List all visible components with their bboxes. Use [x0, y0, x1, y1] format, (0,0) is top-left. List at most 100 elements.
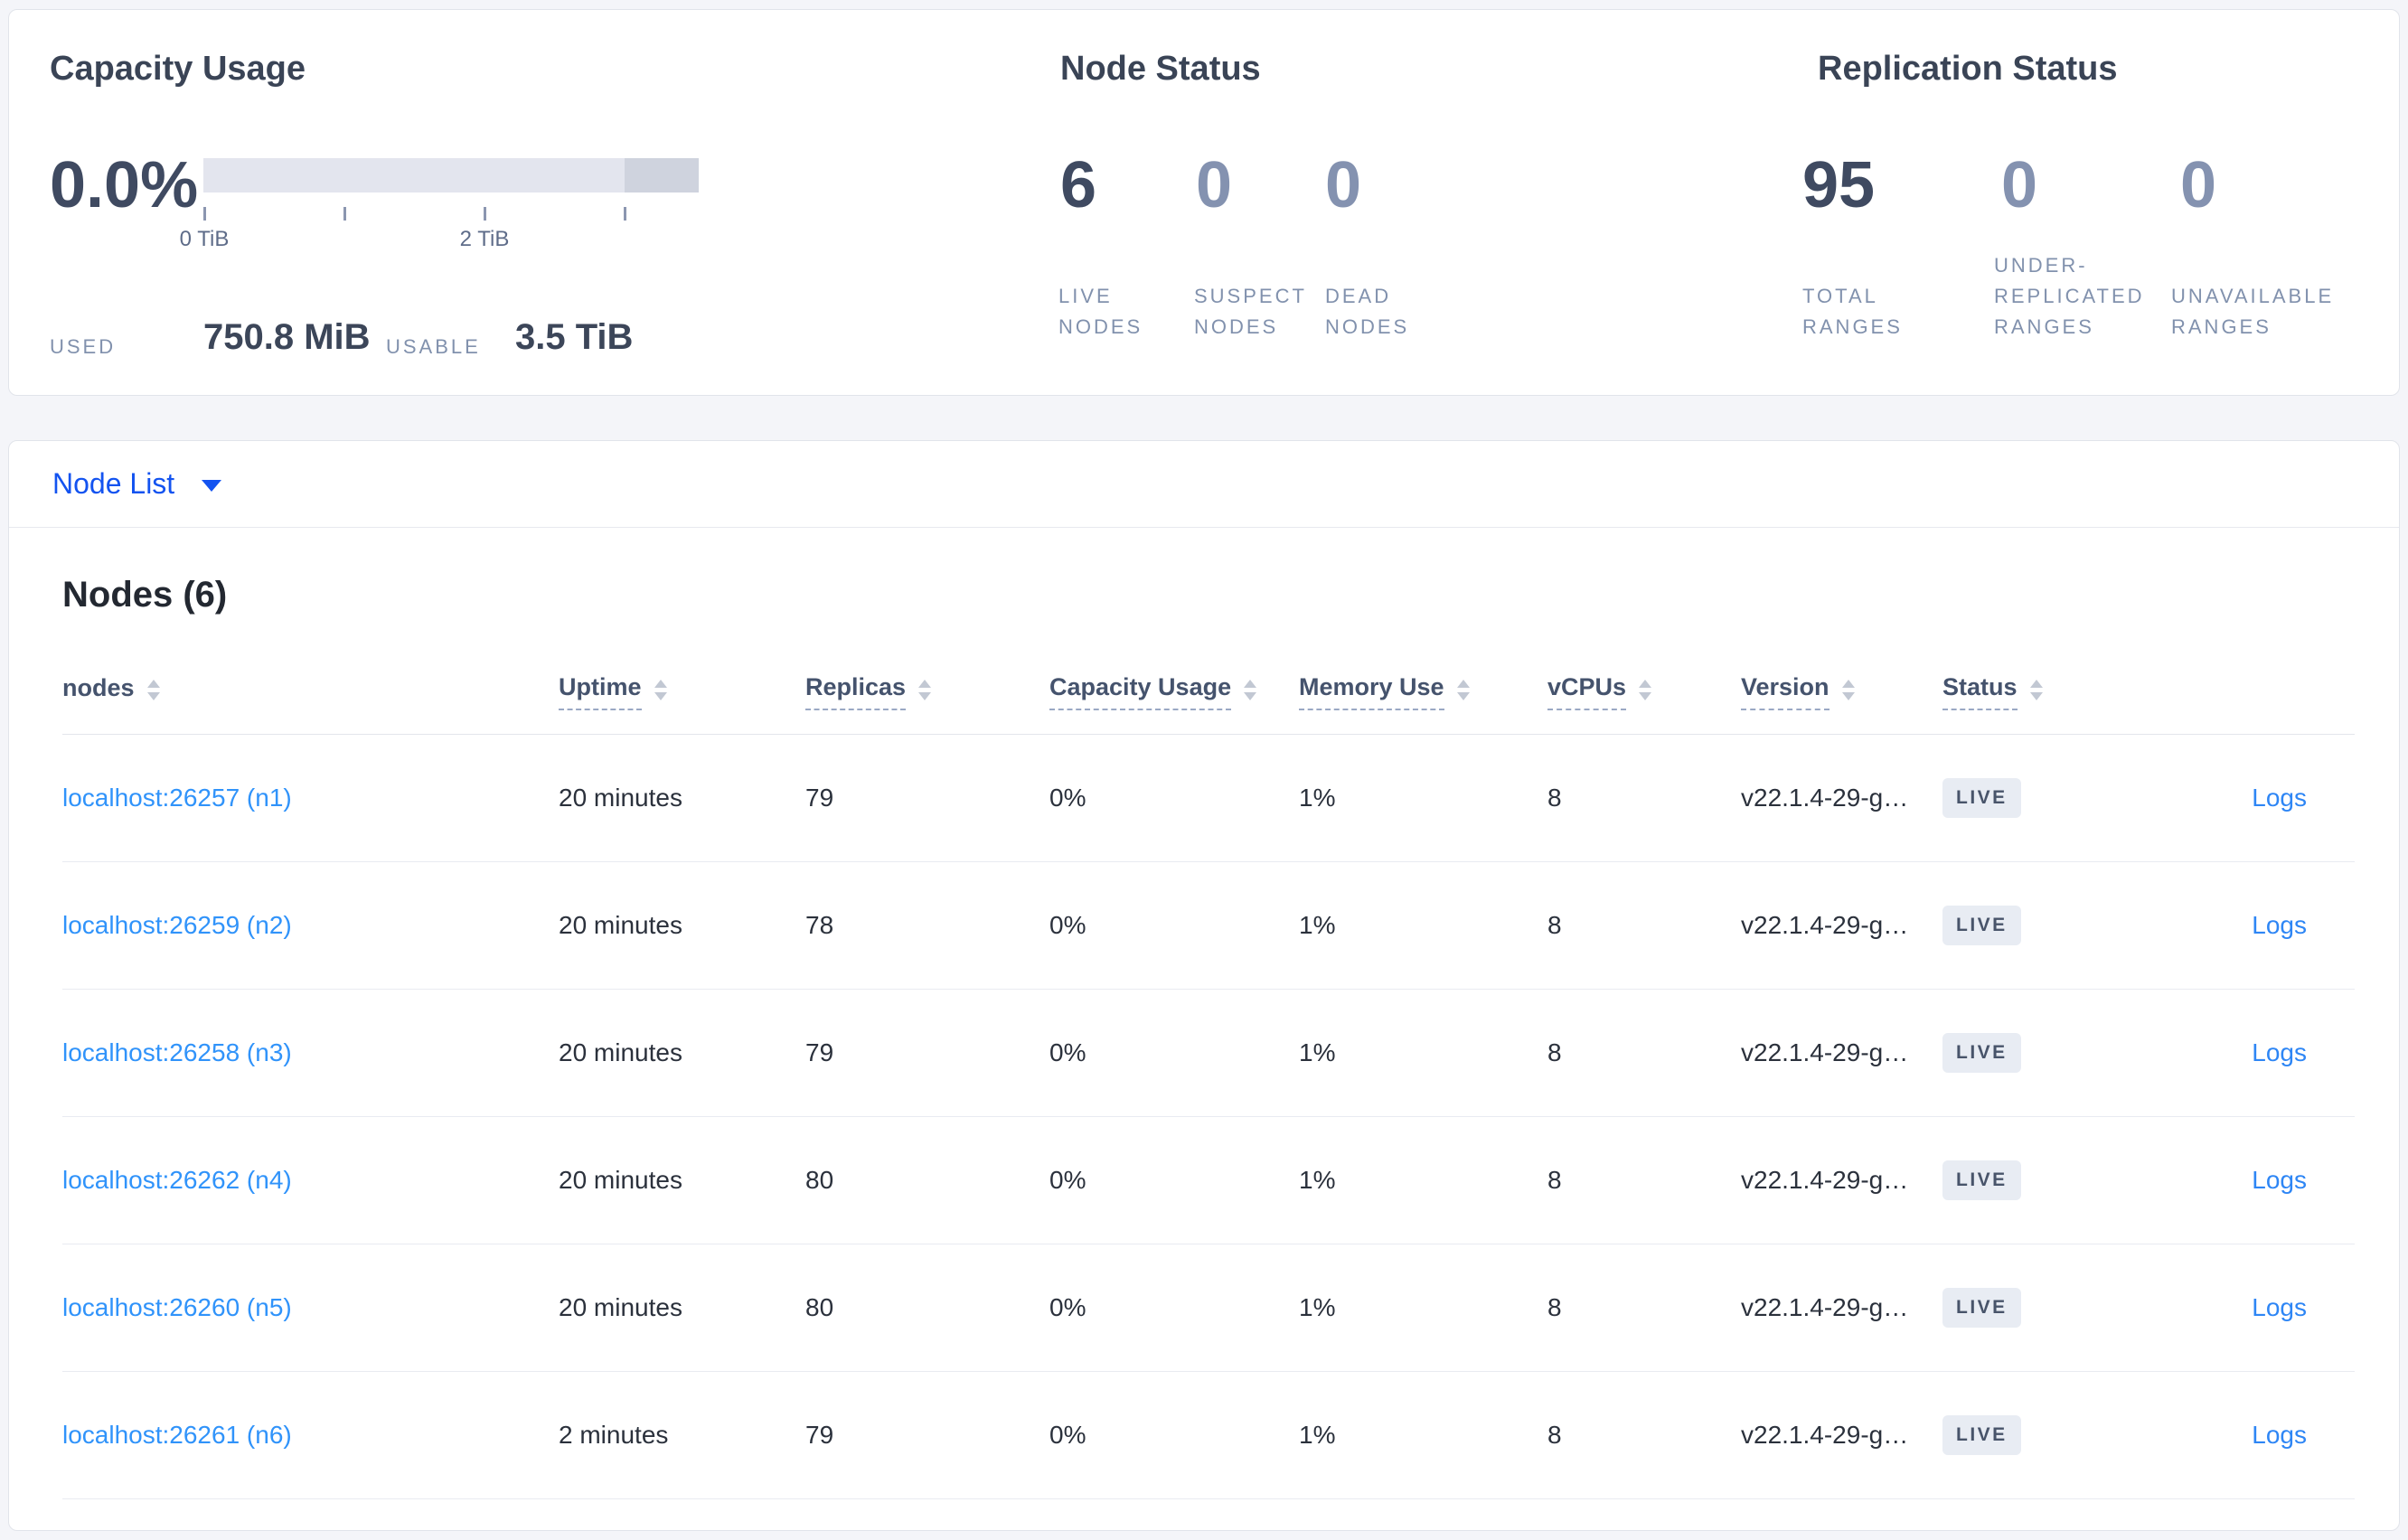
node-status-title: Node Status [1060, 50, 1261, 88]
logs-cell: Logs [2168, 1038, 2355, 1067]
unavailable-ranges-value: 0 [2180, 149, 2217, 221]
capacity-axis-tick [624, 207, 626, 221]
logs-link[interactable]: Logs [2252, 1166, 2307, 1194]
column-header-label: Status [1942, 673, 2018, 710]
status-cell: LIVE [1942, 778, 2168, 818]
node-link[interactable]: localhost:26258 (n3) [62, 1038, 292, 1066]
node-link[interactable]: localhost:26257 (n1) [62, 784, 292, 812]
logs-cell: Logs [2168, 911, 2355, 940]
memory-cell: 1% [1299, 1421, 1336, 1449]
sort-icon [2029, 679, 2043, 700]
status-cell: LIVE [1942, 1160, 2168, 1200]
replicas-cell: 79 [805, 1038, 834, 1066]
table-header-row: nodes Uptime Replicas Capacity Usage Mem… [62, 649, 2355, 735]
status-cell: LIVE [1942, 1288, 2168, 1328]
column-header-label: Replicas [805, 673, 907, 710]
table-row: localhost:26257 (n1) 20 minutes 79 0% 1%… [62, 735, 2355, 862]
node-cell: localhost:26258 (n3) [62, 1038, 559, 1067]
status-cell: LIVE [1942, 906, 2168, 945]
capacity-axis-tick-label: 2 TiB [459, 227, 510, 251]
status-badge: LIVE [1942, 1033, 2021, 1073]
sort-icon [1841, 679, 1855, 700]
node-cell: localhost:26257 (n1) [62, 784, 559, 812]
capacity-percent-value: 0.0% [50, 149, 199, 221]
cluster-summary-card: Capacity Usage 0.0% 0 TiB 2 TiB USED 750… [8, 9, 2400, 396]
total-ranges-value: 95 [1802, 149, 1876, 221]
replicas-cell: 79 [805, 784, 834, 812]
capacity-cell: 0% [1049, 1421, 1086, 1449]
column-header-label: vCPUs [1547, 673, 1627, 710]
logs-link[interactable]: Logs [2252, 1293, 2307, 1321]
capacity-axis-tick [484, 207, 486, 221]
column-header-status[interactable]: Status [1942, 673, 2168, 710]
unavailable-ranges-label: UNAVAILABLE RANGES [2171, 285, 2335, 338]
uptime-cell: 20 minutes [559, 784, 682, 812]
node-link[interactable]: localhost:26262 (n4) [62, 1166, 292, 1194]
vcpus-cell: 8 [1547, 1293, 1562, 1321]
node-link[interactable]: localhost:26261 (n6) [62, 1421, 292, 1449]
sort-icon [1639, 679, 1652, 700]
column-header-label: Version [1741, 673, 1830, 710]
column-header-label: Uptime [559, 673, 642, 710]
logs-cell: Logs [2168, 1166, 2355, 1195]
column-header-nodes[interactable]: nodes [62, 674, 559, 709]
memory-cell: 1% [1299, 911, 1336, 939]
capacity-axis-tick [343, 207, 346, 221]
logs-link[interactable]: Logs [2252, 784, 2307, 812]
replicas-cell: 79 [805, 1421, 834, 1449]
sort-icon [1244, 679, 1257, 700]
column-header-capacity-usage[interactable]: Capacity Usage [1049, 673, 1299, 710]
table-row: localhost:26258 (n3) 20 minutes 79 0% 1%… [62, 990, 2355, 1117]
vcpus-cell: 8 [1547, 1166, 1562, 1194]
status-badge: LIVE [1942, 1415, 2021, 1455]
capacity-axis-tick-label: 0 TiB [179, 227, 230, 251]
capacity-cell: 0% [1049, 1293, 1086, 1321]
suspect-nodes-label: SUSPECT NODES [1194, 285, 1307, 338]
node-link[interactable]: localhost:26260 (n5) [62, 1293, 292, 1321]
table-row: localhost:26259 (n2) 20 minutes 78 0% 1%… [62, 862, 2355, 990]
nodes-table: nodes Uptime Replicas Capacity Usage Mem… [62, 649, 2355, 1499]
column-header-label: Memory Use [1299, 673, 1444, 710]
vcpus-cell: 8 [1547, 784, 1562, 812]
node-link[interactable]: localhost:26259 (n2) [62, 911, 292, 939]
column-header-uptime[interactable]: Uptime [559, 673, 805, 710]
node-list-card: Node List Nodes (6) nodes Uptime Replica… [8, 440, 2400, 1531]
logs-cell: Logs [2168, 1421, 2355, 1450]
live-nodes-value: 6 [1060, 149, 1097, 221]
version-cell: v22.1.4-29-g… [1741, 1038, 1909, 1066]
memory-cell: 1% [1299, 784, 1336, 812]
nodes-heading: Nodes (6) [62, 575, 228, 615]
status-badge: LIVE [1942, 1160, 2021, 1200]
node-cell: localhost:26260 (n5) [62, 1293, 559, 1322]
sort-icon [146, 679, 160, 700]
usable-value: 3.5 TiB [515, 317, 634, 357]
sort-icon [918, 679, 932, 700]
uptime-cell: 20 minutes [559, 1038, 682, 1066]
replicas-cell: 80 [805, 1166, 834, 1194]
node-list-dropdown-label: Node List [52, 467, 175, 500]
uptime-cell: 20 minutes [559, 911, 682, 939]
replicas-cell: 78 [805, 911, 834, 939]
node-list-dropdown[interactable]: Node List [9, 441, 2399, 528]
logs-link[interactable]: Logs [2252, 911, 2307, 939]
replication-status-title: Replication Status [1818, 50, 2118, 88]
version-cell: v22.1.4-29-g… [1741, 784, 1909, 812]
memory-cell: 1% [1299, 1293, 1336, 1321]
logs-cell: Logs [2168, 1293, 2355, 1322]
logs-link[interactable]: Logs [2252, 1038, 2307, 1066]
column-header-label: nodes [62, 673, 135, 701]
capacity-cell: 0% [1049, 911, 1086, 939]
column-header-replicas[interactable]: Replicas [805, 673, 1049, 710]
column-header-memory-use[interactable]: Memory Use [1299, 673, 1547, 710]
memory-cell: 1% [1299, 1166, 1336, 1194]
dead-nodes-label: DEAD NODES [1325, 285, 1410, 338]
table-row: localhost:26262 (n4) 20 minutes 80 0% 1%… [62, 1117, 2355, 1244]
column-header-version[interactable]: Version [1741, 673, 1942, 710]
column-header-vcpus[interactable]: vCPUs [1547, 673, 1741, 710]
capacity-bar-dark-segment [625, 158, 699, 192]
status-cell: LIVE [1942, 1033, 2168, 1073]
status-badge: LIVE [1942, 906, 2021, 945]
table-row: localhost:26260 (n5) 20 minutes 80 0% 1%… [62, 1244, 2355, 1372]
logs-link[interactable]: Logs [2252, 1421, 2307, 1449]
version-cell: v22.1.4-29-g… [1741, 911, 1909, 939]
